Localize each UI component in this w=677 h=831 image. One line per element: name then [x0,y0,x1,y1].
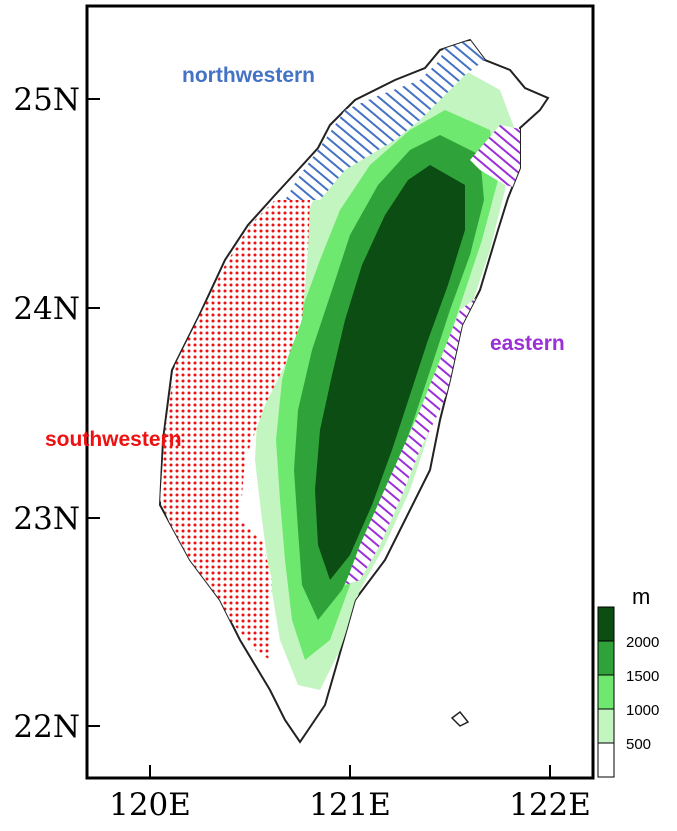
islet [450,710,470,727]
legend-swatch-0 [597,742,615,778]
terrain-shading [255,65,515,690]
legend-swatch-1500 [597,640,615,676]
y-tick-label: 23N [13,501,80,537]
y-tick-label: 22N [13,709,80,745]
legend-swatch-500 [597,708,615,744]
x-axis [149,765,551,778]
eastern-region [345,125,525,585]
legend-label-1000: 1000 [626,702,659,719]
southwestern-region [160,200,310,660]
x-tick-label: 122E [509,787,591,823]
legend-label-2000: 2000 [626,634,659,651]
legend-label-1500: 1500 [626,668,659,685]
terrain-2000m [315,165,465,580]
legend-swatch-1000 [597,674,615,710]
legend-label-500: 500 [626,736,651,753]
x-tick-label: 121E [309,787,391,823]
y-tick-label: 25N [13,82,80,118]
y-tick-label: 24N [13,291,80,327]
elevation-legend: m 2000 1500 1000 500 [597,584,659,778]
region-label-northwestern: northwestern [182,64,315,87]
legend-swatch-2000 [597,606,615,642]
y-axis [87,98,100,727]
x-tick-label: 120E [109,787,191,823]
legend-unit: m [632,584,650,609]
region-label-southwestern: southwestern [45,428,182,451]
northwestern-region [285,40,485,200]
region-label-eastern: eastern [490,332,565,355]
